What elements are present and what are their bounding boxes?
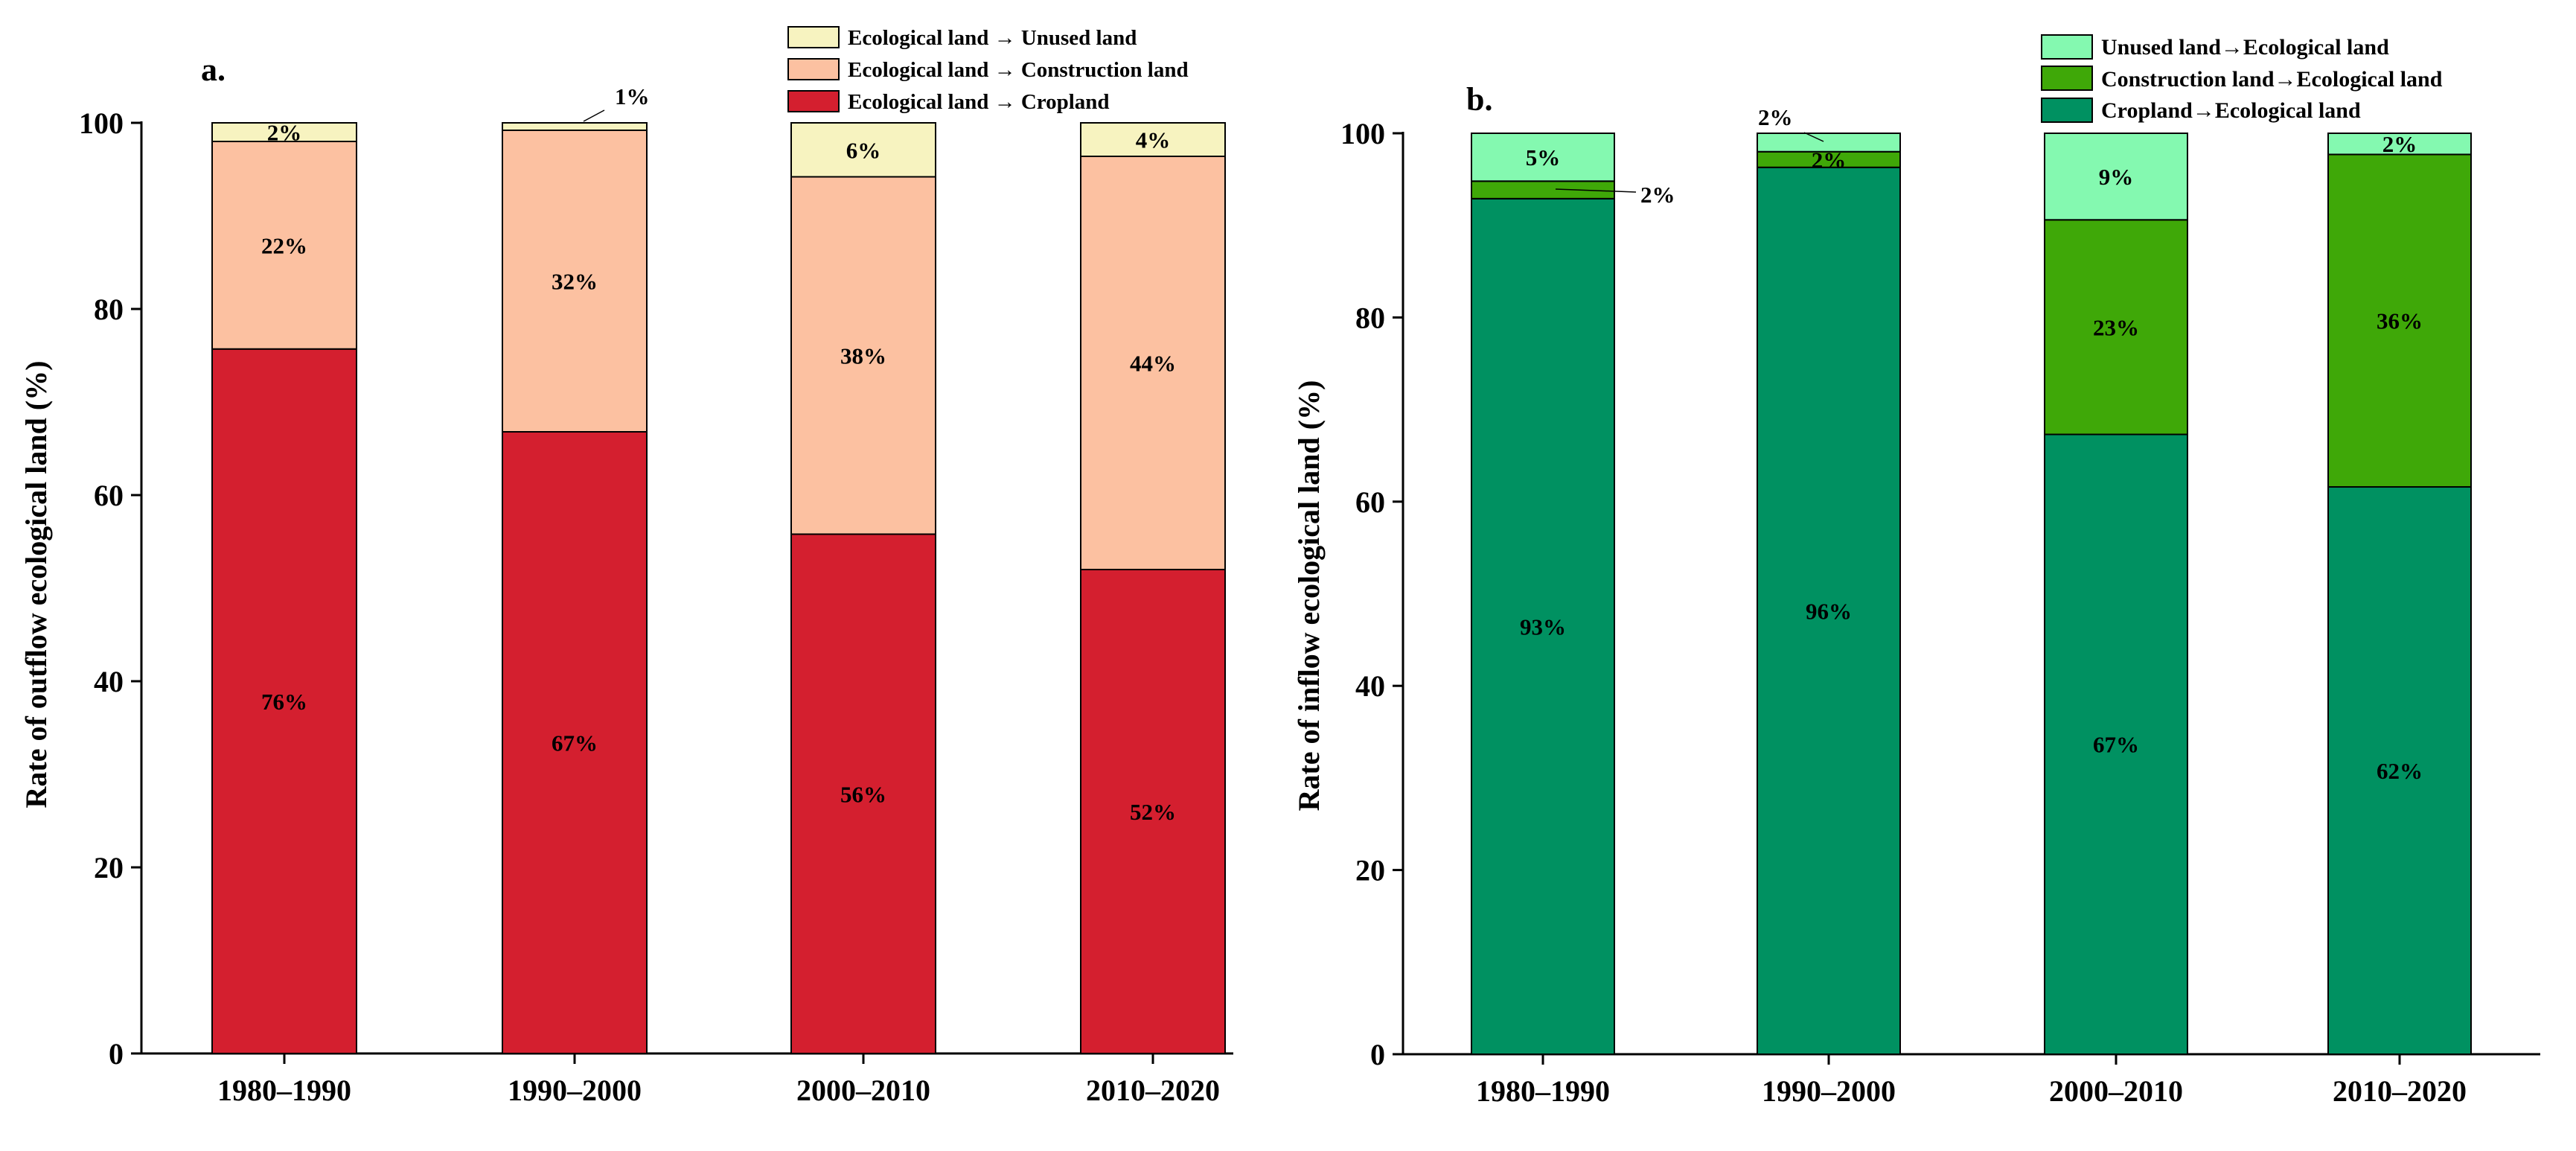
- chart-a-x-tick-label: 2000–2010: [796, 1074, 930, 1107]
- chart-a-panel-label: a.: [201, 51, 226, 88]
- chart-a-data-label: 2%: [267, 120, 302, 146]
- chart-b-y-axis-label: Rate of inflow ecological land (%): [1292, 380, 1326, 812]
- chart-a-data-label: 1%: [615, 83, 650, 109]
- chart-a-legend-label-unused: Ecological land → Unused land: [848, 26, 1137, 50]
- chart-a-y-tick-label: 20: [94, 851, 124, 884]
- chart-b: b. Rate of inflow ecological land (%) 0 2…: [1292, 34, 2540, 1108]
- chart-a-bar-segment: [1080, 122, 1226, 157]
- chart-a-y-axis-label: Rate of outflow ecological land (%): [19, 360, 53, 808]
- chart-a-bar-segment: [1080, 156, 1226, 570]
- chart-a-y-tick-label: 40: [94, 665, 124, 698]
- chart-b-legend-item-cropland: Cropland→Ecological land: [2041, 98, 2361, 123]
- chart-b-data-label: 2%: [1640, 182, 1675, 208]
- chart-b-y-tick-label: 0: [1370, 1038, 1385, 1071]
- chart-a-bar-segment: [790, 533, 936, 1054]
- chart-a-x-tick-label: 1980–1990: [217, 1074, 351, 1107]
- chart-a-plot: 0 20 40 60 80 100 76% 22% 2% 1980–1990 67% 32% 1% 199…: [79, 83, 1233, 1107]
- chart-a-legend-item-unused: Ecological land → Unused land: [787, 26, 1137, 50]
- chart-b-data-label: 62%: [2377, 758, 2423, 784]
- chart-b-bar-segment: [1757, 133, 1901, 153]
- chart-a-legend-swatch-cropland: [787, 90, 840, 112]
- chart-a-legend-label-cropland: Ecological land → Cropland: [848, 90, 1110, 114]
- chart-b-bar-segment: [2327, 153, 2472, 488]
- chart-b-y-tick-label: 60: [1355, 485, 1385, 519]
- chart-a-bar-segment: [1080, 569, 1226, 1054]
- chart-b-legend-label-unused: Unused land→Ecological land: [2101, 35, 2389, 60]
- chart-b-legend-swatch-unused: [2041, 34, 2093, 60]
- chart-a-bar-segment: [211, 348, 357, 1054]
- chart-b-bar-segment: [1757, 166, 1901, 1055]
- chart-b-legend-item-unused: Unused land→Ecological land: [2041, 34, 2389, 60]
- chart-b-x-tick-label: 1990–2000: [1762, 1074, 1896, 1108]
- chart-a-bar-segment: [790, 122, 936, 178]
- chart-b-plot: 0 20 40 60 80 100 93% 2% 5% 1980–1990 96% 2% 2% 1990–…: [1340, 104, 2540, 1108]
- chart-a-legend-item-construction: Ecological land → Construction land: [787, 58, 1189, 82]
- chart-a: a. Rate of outflow ecological land (%) 0…: [19, 26, 1233, 1107]
- chart-a-data-label: 38%: [840, 343, 886, 369]
- chart-a-bar-segment: [211, 141, 357, 350]
- chart-a-x-tick-label: 1990–2000: [508, 1074, 642, 1107]
- chart-b-x-tick-label: 2010–2020: [2333, 1074, 2467, 1108]
- chart-a-data-label: 6%: [846, 137, 881, 163]
- chart-b-y-tick-label: 20: [1355, 854, 1385, 887]
- chart-a-y-tick-label: 60: [94, 479, 124, 512]
- chart-b-bar-segment: [2044, 133, 2188, 221]
- chart-a-y-tick-label: 100: [79, 106, 124, 140]
- chart-a-x-tick-label: 2010–2020: [1086, 1074, 1220, 1107]
- chart-a-bar-segment: [502, 130, 648, 433]
- chart-b-data-label: 5%: [1526, 144, 1561, 170]
- chart-a-bar-segment: [502, 122, 648, 131]
- chart-a-legend-swatch-unused: [787, 26, 840, 48]
- chart-b-bar-segment: [2044, 219, 2188, 436]
- chart-a-data-label: 32%: [552, 269, 598, 295]
- chart-a-data-label: 67%: [552, 730, 598, 756]
- chart-b-data-label: 36%: [2377, 308, 2423, 334]
- chart-b-bar-segment: [2044, 433, 2188, 1055]
- chart-b-data-label: 2%: [1758, 104, 1793, 130]
- chart-b-bar-segment: [1471, 133, 1615, 182]
- chart-a-data-label: 56%: [840, 781, 886, 807]
- chart-b-y-tick-label: 100: [1340, 117, 1385, 150]
- chart-b-x-tick-label: 1980–1990: [1476, 1074, 1610, 1108]
- chart-a-bar-segment: [790, 176, 936, 535]
- chart-a-bar-segment: [502, 431, 648, 1054]
- chart-b-legend-label-cropland: Cropland→Ecological land: [2101, 98, 2361, 123]
- chart-b-legend-swatch-cropland: [2041, 98, 2093, 123]
- chart-a-data-label: 4%: [1136, 127, 1171, 153]
- chart-b-panel-label: b.: [1466, 81, 1492, 118]
- chart-b-x-tick-label: 2000–2010: [2049, 1074, 2183, 1108]
- chart-b-bar-segment: [2327, 486, 2472, 1055]
- chart-a-label-leader: [583, 109, 605, 122]
- chart-b-legend-swatch-construction: [2041, 66, 2093, 91]
- chart-a-y-tick-label: 80: [94, 293, 124, 326]
- chart-b-data-label: 67%: [2093, 732, 2139, 758]
- chart-a-legend-swatch-construction: [787, 58, 840, 80]
- chart-b-bar-segment: [1471, 197, 1615, 1055]
- chart-b-legend-label-construction: Construction land→Ecological land: [2101, 67, 2443, 92]
- chart-a-y-tick-label: 0: [109, 1037, 124, 1071]
- chart-b-bar-segment: [1471, 180, 1615, 200]
- chart-a-data-label: 52%: [1130, 799, 1176, 825]
- chart-b-data-label: 2%: [2382, 131, 2417, 157]
- chart-b-bar-segment: [2327, 133, 2472, 156]
- chart-b-data-label: 23%: [2093, 314, 2139, 340]
- chart-b-data-label: 9%: [2099, 164, 2134, 190]
- chart-b-data-label: 93%: [1520, 613, 1566, 640]
- chart-a-data-label: 44%: [1130, 351, 1176, 377]
- chart-a-bar-segment: [211, 122, 357, 142]
- chart-b-legend-item-construction: Construction land→Ecological land: [2041, 66, 2443, 92]
- chart-a-legend-item-cropland: Ecological land → Cropland: [787, 90, 1110, 114]
- chart-a-data-label: 76%: [261, 689, 307, 715]
- chart-a-legend: Ecological land → Unused land Ecological…: [787, 26, 1189, 114]
- chart-a-legend-label-construction: Ecological land → Construction land: [848, 58, 1189, 82]
- chart-b-data-label: 96%: [1806, 598, 1852, 624]
- chart-b-label-leader: [1555, 188, 1637, 193]
- chart-b-y-tick-label: 80: [1355, 301, 1385, 334]
- chart-b-legend: Unused land→Ecological land Construction…: [2041, 34, 2443, 123]
- chart-b-label-leader: [1803, 132, 1824, 142]
- chart-b-y-tick-label: 40: [1355, 669, 1385, 703]
- chart-a-data-label: 22%: [261, 232, 307, 258]
